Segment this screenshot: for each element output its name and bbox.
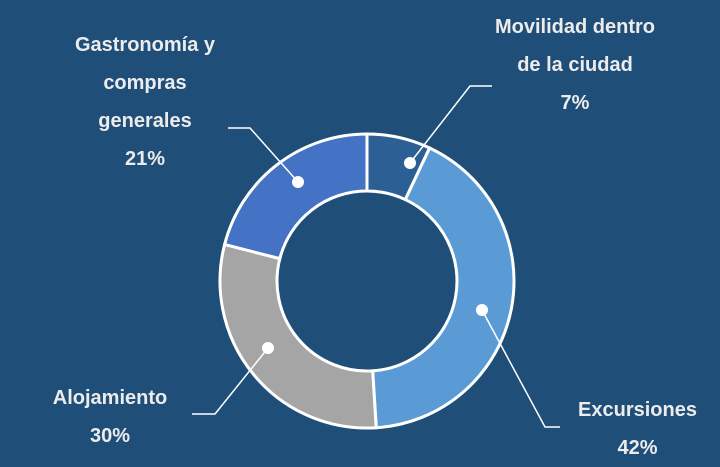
leader-line <box>228 127 299 183</box>
leader-lines <box>192 85 560 428</box>
category-label: Gastronomía y compras generales <box>74 34 216 132</box>
donut-segment <box>222 132 369 261</box>
category-label: Movilidad dentro de la ciudad <box>495 16 655 76</box>
data-label: Gastronomía y compras generales 21% <box>55 26 235 178</box>
leader-dot <box>404 157 416 169</box>
leader-dots <box>262 157 488 354</box>
leader-line <box>409 85 492 164</box>
donut-segment <box>371 145 516 430</box>
leader-dot <box>476 304 488 316</box>
segments <box>218 132 516 430</box>
leader-dot <box>292 176 304 188</box>
value-label: 42% <box>617 437 658 459</box>
data-label: Excursiones 42% <box>550 391 720 467</box>
donut-segment <box>218 242 378 430</box>
leader-dot <box>262 342 274 354</box>
value-label: 7% <box>560 92 590 114</box>
category-label: Alojamiento <box>52 387 168 409</box>
leader-line <box>192 347 269 415</box>
category-label: Excursiones <box>578 399 697 421</box>
leader-line <box>481 309 560 428</box>
data-label: Movilidad dentro de la ciudad 7% <box>485 8 665 122</box>
value-label: 21% <box>124 148 166 170</box>
value-label: 30% <box>89 425 131 447</box>
data-label: Alojamiento 30% <box>20 379 200 455</box>
